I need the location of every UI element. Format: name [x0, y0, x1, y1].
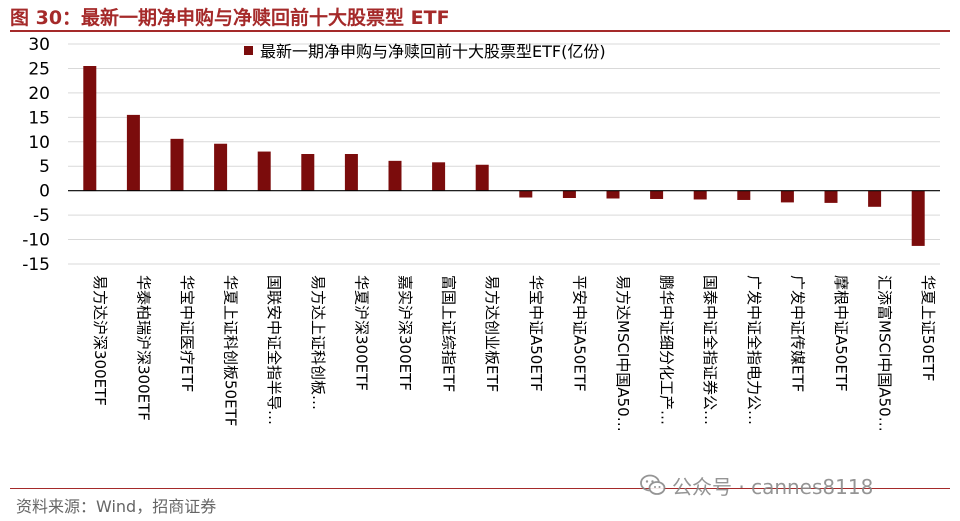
bar: [83, 66, 97, 191]
bar: [868, 190, 882, 207]
bar: [737, 190, 751, 200]
bar: [257, 151, 271, 191]
x-category-label: 国泰中证全指证券公…: [701, 275, 719, 425]
y-tick-label: 10: [28, 133, 50, 153]
bar: [475, 164, 489, 191]
y-tick-label: 0: [39, 182, 50, 202]
watermark-text: 公众号 · cannes8118: [672, 474, 874, 499]
bar: [650, 190, 664, 199]
figure-title: 图 30：最新一期净申购与净赎回前十大股票型 ETF: [10, 7, 450, 29]
bar: [214, 143, 228, 191]
bar: [562, 190, 576, 198]
x-category-label: 平安中证A50ETF: [570, 275, 588, 392]
x-category-label: 摩根中证A50ETF: [832, 275, 850, 392]
bars: [83, 66, 925, 246]
bar: [911, 190, 925, 246]
x-category-label: 易方达上证科创板…: [309, 275, 327, 410]
x-category-label: 汇添富MSCI中国A50…: [876, 275, 894, 432]
x-category-label: 华泰柏瑞沪深300ETF: [134, 275, 152, 421]
bar: [824, 190, 838, 203]
x-category-label: 广发中证全指电力公…: [745, 275, 763, 425]
bar-chart: 30 25 20 15 10 5 0 -5 -10 -15 易方达沪深300ETF 华泰柏瑞沪深30…: [22, 35, 940, 432]
y-axis-ticks: 30 25 20 15 10 5 0 -5 -10 -15: [22, 35, 50, 275]
y-tick-label: 30: [28, 35, 50, 55]
x-category-label: 鹏华中证细分化工产…: [658, 275, 676, 425]
y-tick-label: 25: [28, 59, 50, 79]
bar: [693, 190, 707, 200]
gridlines: [68, 43, 940, 265]
bar: [606, 190, 620, 199]
watermark: 公众号 · cannes8118: [640, 471, 873, 499]
title-divider: [10, 30, 950, 32]
bar: [519, 190, 533, 198]
x-category-label: 嘉实沪深300ETF: [396, 275, 414, 391]
legend-label: 最新一期净申购与净赎回前十大股票型ETF(亿份): [260, 42, 606, 61]
y-tick-label: -10: [22, 231, 50, 251]
figure-source: 资料来源：Wind，招商证券: [16, 497, 217, 516]
bar: [432, 162, 446, 191]
bar: [170, 138, 184, 191]
y-tick-label: 20: [28, 84, 50, 104]
x-category-label: 华夏上证科创板50ETF: [222, 275, 240, 426]
x-category-label: 易方达沪深300ETF: [91, 275, 109, 406]
bar: [344, 154, 358, 191]
y-tick-label: -15: [22, 255, 50, 275]
y-tick-label: 5: [39, 157, 50, 177]
y-tick-label: 15: [28, 108, 50, 128]
x-category-label: 华夏上证50ETF: [919, 275, 937, 381]
bar: [126, 114, 140, 191]
wechat-icon: [640, 474, 666, 495]
bar: [388, 160, 402, 191]
x-category-label: 广发中证传媒ETF: [788, 275, 806, 392]
x-category-label: 国联安中证全指半导…: [265, 275, 283, 425]
legend: 最新一期净申购与净赎回前十大股票型ETF(亿份): [244, 42, 606, 61]
bar: [301, 154, 315, 191]
x-category-label: 华宝中证A50ETF: [527, 275, 545, 392]
x-axis-categories: 易方达沪深300ETF 华泰柏瑞沪深300ETF 华宝中证医疗ETF 华夏上证科创板5…: [91, 275, 937, 432]
legend-swatch: [244, 46, 253, 55]
x-category-label: 易方达创业板ETF: [483, 275, 501, 392]
x-category-label: 富国上证综指ETF: [440, 275, 458, 392]
source-divider: [10, 488, 950, 489]
y-tick-label: -5: [33, 206, 50, 226]
x-category-label: 华宝中证医疗ETF: [178, 275, 196, 392]
x-category-label: 华夏沪深300ETF: [352, 275, 370, 391]
x-category-label: 易方达MSCI中国A50…: [614, 275, 632, 432]
figure-header: 图 30：最新一期净申购与净赎回前十大股票型 ETF: [0, 0, 960, 34]
bar: [780, 190, 794, 203]
